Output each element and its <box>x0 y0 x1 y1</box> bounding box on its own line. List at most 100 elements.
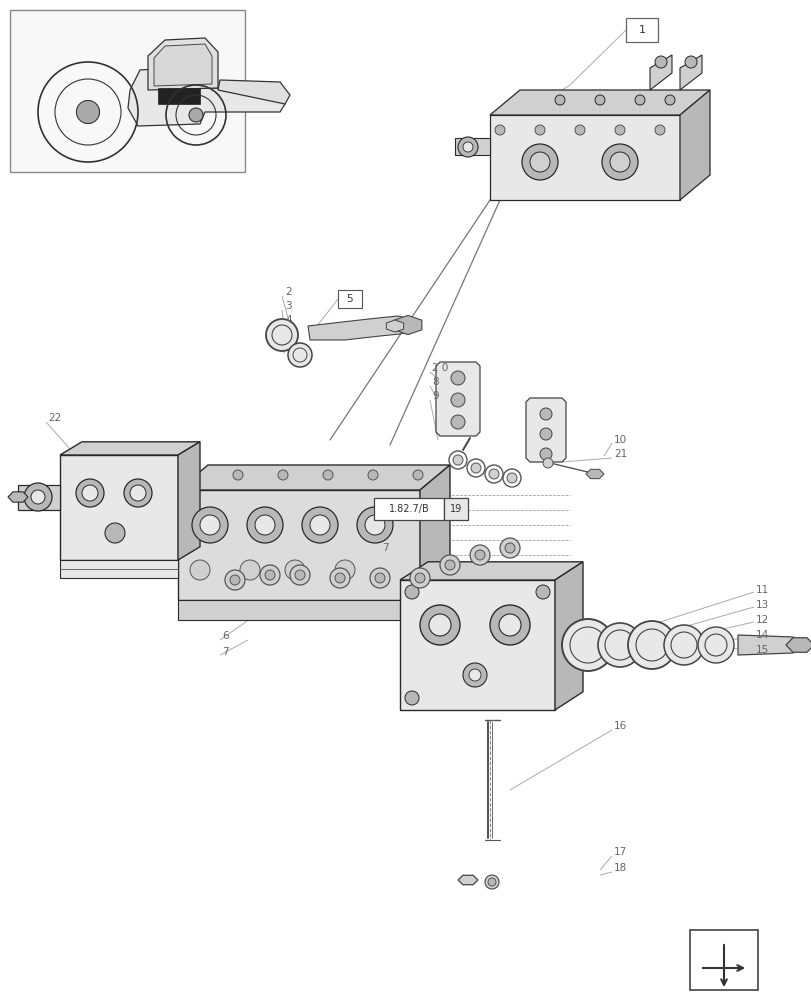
Polygon shape <box>217 80 290 104</box>
Circle shape <box>462 663 487 687</box>
Circle shape <box>189 108 203 122</box>
Circle shape <box>634 95 644 105</box>
Circle shape <box>444 560 454 570</box>
Circle shape <box>410 568 430 588</box>
Circle shape <box>539 408 551 420</box>
Circle shape <box>474 550 484 560</box>
Circle shape <box>365 515 384 535</box>
Circle shape <box>601 144 637 180</box>
Circle shape <box>450 415 465 429</box>
Circle shape <box>487 878 496 886</box>
Polygon shape <box>457 875 478 885</box>
Circle shape <box>264 570 275 580</box>
Circle shape <box>82 485 98 501</box>
Text: 12: 12 <box>755 615 768 625</box>
Circle shape <box>530 152 549 172</box>
Circle shape <box>225 570 245 590</box>
Text: 13: 13 <box>755 600 768 610</box>
Polygon shape <box>526 398 565 462</box>
Text: 3: 3 <box>285 301 291 311</box>
Circle shape <box>697 627 733 663</box>
Polygon shape <box>393 315 422 335</box>
Bar <box>158 88 200 104</box>
Circle shape <box>414 573 424 583</box>
Circle shape <box>470 545 489 565</box>
Polygon shape <box>178 442 200 560</box>
Circle shape <box>413 470 423 480</box>
Circle shape <box>335 573 345 583</box>
Circle shape <box>230 575 240 585</box>
Circle shape <box>539 428 551 440</box>
Circle shape <box>462 142 473 152</box>
Polygon shape <box>400 580 554 710</box>
Circle shape <box>554 95 564 105</box>
Circle shape <box>428 614 450 636</box>
Polygon shape <box>154 44 212 86</box>
Polygon shape <box>554 562 582 710</box>
Polygon shape <box>178 490 419 600</box>
Polygon shape <box>60 455 178 560</box>
Text: 7: 7 <box>381 543 388 553</box>
Circle shape <box>488 469 499 479</box>
Circle shape <box>200 515 220 535</box>
Polygon shape <box>178 600 419 620</box>
Circle shape <box>440 555 460 575</box>
Polygon shape <box>419 465 449 600</box>
Circle shape <box>535 585 549 599</box>
Text: 14: 14 <box>755 630 768 640</box>
Polygon shape <box>128 68 285 126</box>
Polygon shape <box>489 115 679 200</box>
Circle shape <box>405 585 418 599</box>
Polygon shape <box>679 90 709 200</box>
Circle shape <box>357 507 393 543</box>
Circle shape <box>597 623 642 667</box>
Circle shape <box>450 393 465 407</box>
Circle shape <box>484 875 499 889</box>
Polygon shape <box>60 560 178 578</box>
Circle shape <box>457 137 478 157</box>
Circle shape <box>614 125 624 135</box>
Circle shape <box>335 560 354 580</box>
Circle shape <box>594 95 604 105</box>
Circle shape <box>499 614 521 636</box>
Circle shape <box>290 565 310 585</box>
Circle shape <box>130 485 146 501</box>
Circle shape <box>285 560 305 580</box>
Circle shape <box>534 125 544 135</box>
Circle shape <box>654 125 664 135</box>
Circle shape <box>76 479 104 507</box>
Circle shape <box>627 621 676 669</box>
Polygon shape <box>307 316 414 340</box>
Text: 2 0: 2 0 <box>431 363 448 373</box>
Circle shape <box>470 463 480 473</box>
Text: 19: 19 <box>449 504 461 514</box>
Polygon shape <box>60 442 200 455</box>
Polygon shape <box>586 469 603 479</box>
Bar <box>625 18 657 42</box>
Circle shape <box>539 448 551 460</box>
Text: 21: 21 <box>613 449 626 459</box>
Circle shape <box>294 570 305 580</box>
Circle shape <box>504 543 514 553</box>
Circle shape <box>500 538 519 558</box>
Circle shape <box>266 319 298 351</box>
Circle shape <box>233 470 242 480</box>
Circle shape <box>405 691 418 705</box>
Circle shape <box>370 568 389 588</box>
Circle shape <box>247 507 283 543</box>
Circle shape <box>521 144 557 180</box>
Circle shape <box>76 100 100 124</box>
Text: 10: 10 <box>613 435 626 445</box>
Polygon shape <box>649 55 672 90</box>
Bar <box>689 930 757 990</box>
Circle shape <box>495 125 504 135</box>
Circle shape <box>574 125 584 135</box>
Circle shape <box>277 470 288 480</box>
Polygon shape <box>737 635 802 655</box>
Bar <box>444 498 467 520</box>
Text: 1.82.7/B: 1.82.7/B <box>388 504 429 514</box>
Text: 5: 5 <box>346 294 353 304</box>
Circle shape <box>664 95 674 105</box>
Circle shape <box>240 560 260 580</box>
Circle shape <box>489 605 530 645</box>
